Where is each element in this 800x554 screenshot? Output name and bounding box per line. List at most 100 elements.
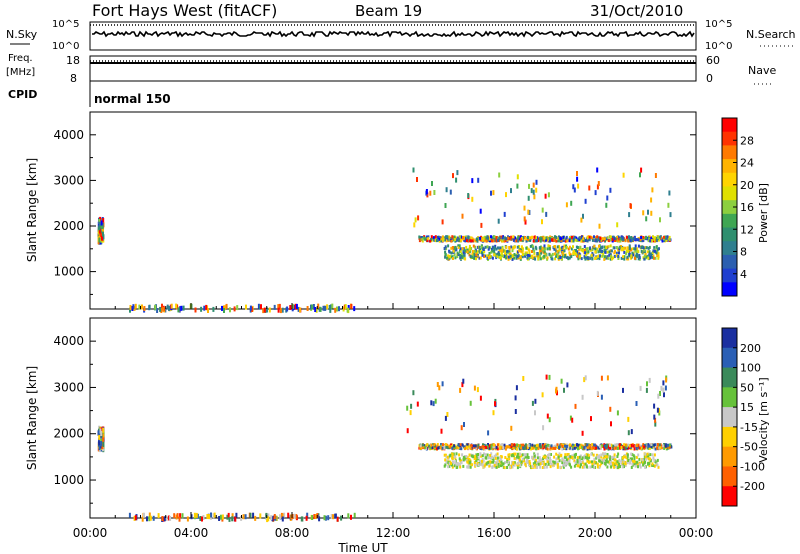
echo-cell (177, 307, 180, 313)
echo-cell (577, 183, 580, 189)
echo-cell (447, 244, 450, 248)
echo-cell (179, 306, 182, 312)
echo-cell (580, 248, 583, 252)
echo-cell (641, 245, 644, 249)
echo-cell (542, 460, 545, 464)
echo-cell (604, 462, 607, 465)
echo-cell (598, 454, 601, 458)
echo-cell (657, 256, 660, 260)
echo-cell (554, 447, 557, 450)
echo-cell (517, 463, 520, 467)
colorbar-swatch (722, 387, 737, 408)
echo-cell (662, 380, 665, 386)
echo-cell (596, 184, 599, 190)
echo-cell (476, 251, 479, 254)
echo-cell (519, 445, 521, 448)
echo-cell (267, 516, 270, 522)
echo-cell (547, 461, 550, 465)
echo-cell (619, 245, 622, 248)
echo-cell (645, 457, 648, 461)
echo-cell (651, 251, 654, 254)
echo-cell (474, 463, 477, 467)
echo-cell (532, 247, 535, 251)
echo-cell (601, 460, 604, 464)
echo-cell (632, 459, 634, 463)
echo-cell (539, 458, 542, 462)
echo-cell (324, 305, 327, 311)
echo-cell (498, 456, 501, 460)
echo-cell (628, 446, 631, 450)
echo-cell (326, 304, 329, 310)
echo-cell (459, 387, 462, 393)
echo-cell (586, 235, 589, 239)
echo-cell (663, 239, 666, 242)
echo-cell (559, 247, 562, 251)
echo-cell (642, 236, 645, 240)
echo-cell (554, 257, 557, 261)
echo-cell (523, 205, 526, 211)
echo-cell (457, 236, 459, 240)
echo-cell (427, 237, 430, 241)
echo-cell (647, 209, 649, 215)
echo-cell (459, 256, 462, 260)
echo-cell (469, 239, 472, 243)
echo-cell (616, 443, 619, 447)
echo-cell (477, 443, 480, 447)
echo-cell (523, 453, 526, 457)
echo-cell (536, 456, 539, 460)
echo-cell (467, 236, 470, 239)
echo-cell (273, 514, 276, 519)
echo-cell (637, 238, 640, 242)
echo-cell (484, 453, 487, 457)
echo-cell (488, 464, 491, 468)
echo-cell (506, 457, 509, 461)
echo-cell (627, 257, 630, 261)
echo-cell (613, 255, 616, 258)
echo-cell (461, 453, 464, 457)
echo-cell (612, 463, 615, 467)
echo-cell (148, 512, 151, 518)
echo-cell (578, 443, 581, 447)
echo-cell (482, 237, 485, 241)
echo-cell (485, 446, 488, 449)
echo-cell (618, 458, 621, 462)
echo-cell (567, 247, 570, 251)
echo-cell (484, 235, 487, 239)
echo-cell (475, 253, 478, 257)
echo-cell (324, 515, 327, 521)
echo-cell (659, 446, 662, 450)
echo-cell (474, 245, 477, 249)
echo-cell (329, 304, 332, 310)
echo-cell (334, 307, 337, 313)
echo-cell (454, 246, 457, 250)
echo-cell (515, 254, 518, 258)
echo-cell (624, 246, 627, 250)
colorbar-tick-label: 16 (740, 201, 754, 214)
echo-cell (534, 239, 537, 243)
colorbar-tick-label: 200 (740, 342, 761, 355)
echo-cell (508, 247, 511, 251)
echo-cell (633, 247, 636, 251)
echo-cell (457, 443, 460, 447)
echo-cell (641, 444, 644, 448)
echo-cell (295, 303, 298, 309)
echo-cell (429, 446, 432, 450)
echo-cell (643, 445, 646, 449)
echo-cell (450, 251, 453, 255)
echo-cell (598, 223, 601, 229)
echo-cell (591, 248, 594, 252)
echo-cell (532, 182, 535, 188)
echo-cell (554, 235, 556, 239)
echo-cell (262, 308, 265, 314)
echo-cell (427, 444, 430, 448)
echo-cell (257, 303, 260, 309)
echo-cell (503, 211, 506, 217)
echo-cell (512, 236, 515, 240)
echo-cell (548, 246, 551, 250)
echo-cell (277, 304, 280, 310)
echo-cell (571, 445, 574, 449)
echo-cell (491, 249, 494, 253)
colorbar-frame (721, 327, 738, 507)
echo-cell (449, 189, 452, 195)
echo-cell (496, 456, 499, 460)
